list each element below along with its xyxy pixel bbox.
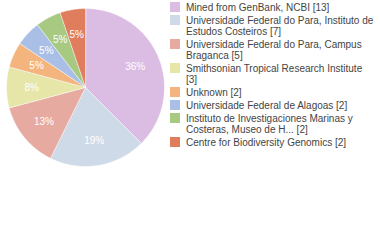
svg-text:19%: 19%: [84, 135, 104, 146]
svg-text:5%: 5%: [70, 29, 85, 40]
html-text:Smithsonian Tropical Research: Smithsonian Tropical Research Institute …: [186, 63, 363, 85]
html-text:Unknown [2]: Unknown [2]: [186, 87, 242, 98]
html-text:Universidade Federal de Alagoa: Universidade Federal de Alagoas [2]: [186, 100, 348, 111]
html-text:Mined from GenBank, NCBI [13]: Mined from GenBank, NCBI [13]: [186, 2, 330, 13]
svg-text:5%: 5%: [29, 60, 44, 71]
svg-text:36%: 36%: [125, 61, 145, 72]
svg-text:13%: 13%: [34, 116, 54, 127]
html-text:Centre for Biodiversity Genomi: Centre for Biodiversity Genomics [2]: [186, 137, 347, 148]
html-text:Instituto de Investigaciones M: Instituto de Investigaciones Marinas y C…: [186, 113, 353, 135]
svg-text:5%: 5%: [39, 45, 54, 56]
html-text:Universidade Federal do Para,: Universidade Federal do Para, Instituto …: [186, 15, 374, 37]
svg-text:8%: 8%: [25, 82, 40, 93]
html-text:Universidade Federal do Para,: Universidade Federal do Para, Campus Bra…: [186, 39, 362, 61]
svg-text:5%: 5%: [53, 34, 68, 45]
